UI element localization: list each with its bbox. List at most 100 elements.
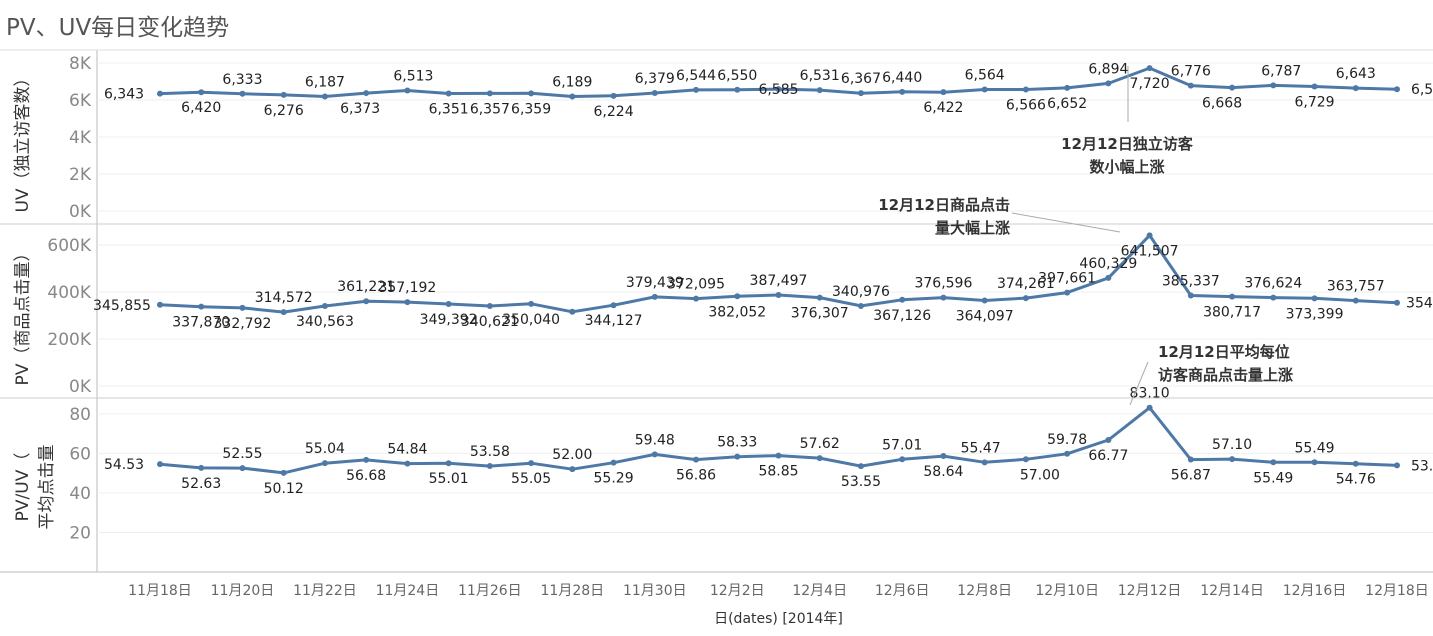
data-label-uv: 6,276 <box>264 103 304 119</box>
data-point-pv <box>445 300 452 307</box>
data-label-uv: 6,357 <box>470 101 510 117</box>
data-label-pv: 332,792 <box>214 316 272 332</box>
data-point-pv <box>610 302 617 309</box>
y-axis-label-ratio-line1: PV/UV（ <box>13 453 33 522</box>
data-label-uv: 6,776 <box>1171 64 1211 80</box>
data-label-uv: 6,564 <box>965 68 1005 84</box>
data-label-pv: 382,052 <box>708 304 766 320</box>
data-label-ratio: 55.47 <box>961 440 1001 456</box>
data-label-ratio: 55.29 <box>594 471 634 487</box>
data-point-pv <box>775 292 782 299</box>
data-label-pv: 641,507 <box>1121 243 1179 259</box>
data-point-pv <box>321 303 328 310</box>
data-label-uv: 7,720 <box>1130 76 1170 92</box>
data-label-pv: 380,717 <box>1203 305 1261 321</box>
data-point-ratio <box>280 469 287 476</box>
data-point-uv <box>528 90 535 97</box>
data-point-pv <box>1311 295 1318 302</box>
data-label-ratio: 59.78 <box>1047 432 1087 448</box>
data-point-ratio <box>899 456 906 463</box>
data-point-uv <box>940 89 947 96</box>
data-point-ratio <box>1394 462 1400 469</box>
data-point-uv <box>486 90 493 97</box>
data-label-ratio: 66.77 <box>1088 448 1128 464</box>
data-label-pv: 363,757 <box>1327 279 1385 295</box>
data-label-ratio: 58.33 <box>717 435 757 451</box>
data-point-pv <box>1064 289 1071 296</box>
y-axis-labels: UV（独立访客数） PV（商品点击量） PV/UV（ 平均点击量 <box>13 69 57 529</box>
data-point-pv <box>1022 295 1029 302</box>
data-point-uv <box>610 92 617 99</box>
data-point-uv <box>1311 83 1318 90</box>
data-label-ratio: 56.86 <box>676 468 716 484</box>
data-label-uv: 6,582 <box>1411 82 1433 98</box>
data-point-pv <box>734 293 741 300</box>
data-point-ratio <box>816 455 823 462</box>
data-point-pv <box>1187 292 1194 299</box>
y-tick-label: 400K <box>47 283 91 303</box>
data-label-uv: 6,367 <box>841 71 881 87</box>
y-axis-label-ratio-line2: 平均点击量 <box>37 445 57 530</box>
data-point-pv <box>1229 293 1236 300</box>
data-label-ratio: 55.05 <box>511 471 551 487</box>
data-point-ratio <box>1146 404 1153 411</box>
data-label-ratio: 54.53 <box>104 457 144 473</box>
data-point-ratio <box>1022 456 1029 463</box>
data-point-uv <box>816 87 823 94</box>
annotation-pointer <box>1129 361 1149 406</box>
data-point-ratio <box>981 459 988 466</box>
data-point-ratio <box>321 460 328 467</box>
data-label-pv: 374,261 <box>997 276 1055 292</box>
x-tick-label: 12月4日 <box>792 583 847 599</box>
data-point-ratio <box>940 453 947 460</box>
x-tick-label: 12月16日 <box>1283 583 1347 599</box>
data-point-ratio <box>198 464 205 471</box>
data-point-uv <box>404 87 411 94</box>
data-label-pv: 364,097 <box>956 309 1014 325</box>
data-label-pv: 367,126 <box>873 308 931 324</box>
x-tick-label: 12月8日 <box>957 583 1012 599</box>
x-tick-label: 12月14日 <box>1200 583 1264 599</box>
data-point-ratio <box>651 451 658 458</box>
data-point-ratio <box>528 460 535 467</box>
x-tick-label: 11月26日 <box>458 583 522 599</box>
data-label-uv: 6,373 <box>340 101 380 117</box>
data-label-ratio: 55.49 <box>1253 470 1293 486</box>
data-label-ratio: 57.62 <box>800 436 840 452</box>
data-label-ratio: 54.84 <box>387 442 427 458</box>
data-point-uv <box>693 86 700 93</box>
data-label-ratio: 55.49 <box>1294 440 1334 456</box>
data-point-ratio <box>1270 459 1277 466</box>
x-axis-label: 日(dates) [2014年] <box>714 611 843 627</box>
data-label-pv: 345,855 <box>93 298 151 314</box>
data-point-pv <box>528 300 535 307</box>
data-point-pv <box>198 303 205 310</box>
data-label-uv: 6,729 <box>1294 94 1334 110</box>
data-point-uv <box>280 91 287 98</box>
data-point-pv <box>404 299 411 306</box>
data-point-pv <box>899 296 906 303</box>
data-label-uv: 6,422 <box>923 100 963 116</box>
x-tick-label: 11月18日 <box>128 583 192 599</box>
x-tick-label: 12月6日 <box>875 583 930 599</box>
data-label-pv: 350,040 <box>502 312 560 328</box>
data-point-ratio <box>1229 456 1236 463</box>
data-label-uv: 6,420 <box>181 100 221 116</box>
data-label-pv: 376,307 <box>791 306 849 322</box>
data-label-pv: 373,399 <box>1286 306 1344 322</box>
chart-title: PV、UV每日变化趋势 <box>6 15 230 41</box>
data-label-ratio: 55.01 <box>429 471 469 487</box>
data-point-ratio <box>857 463 864 470</box>
x-tick-label: 12月12日 <box>1118 583 1182 599</box>
data-point-uv <box>1394 86 1400 93</box>
y-axis-ticks: 0K 2K 4K 6K 8K 0K 200K 400K 600K 20 40 60 80 <box>47 54 91 544</box>
data-label-ratio: 52.63 <box>181 476 221 492</box>
data-point-ratio <box>486 463 493 470</box>
data-point-ratio <box>734 453 741 460</box>
data-label-ratio: 58.85 <box>758 464 798 480</box>
data-label-uv: 6,440 <box>882 70 922 86</box>
data-label-pv: 357,192 <box>378 280 436 296</box>
data-point-uv <box>1022 86 1029 93</box>
y-tick-label: 0K <box>69 202 92 222</box>
